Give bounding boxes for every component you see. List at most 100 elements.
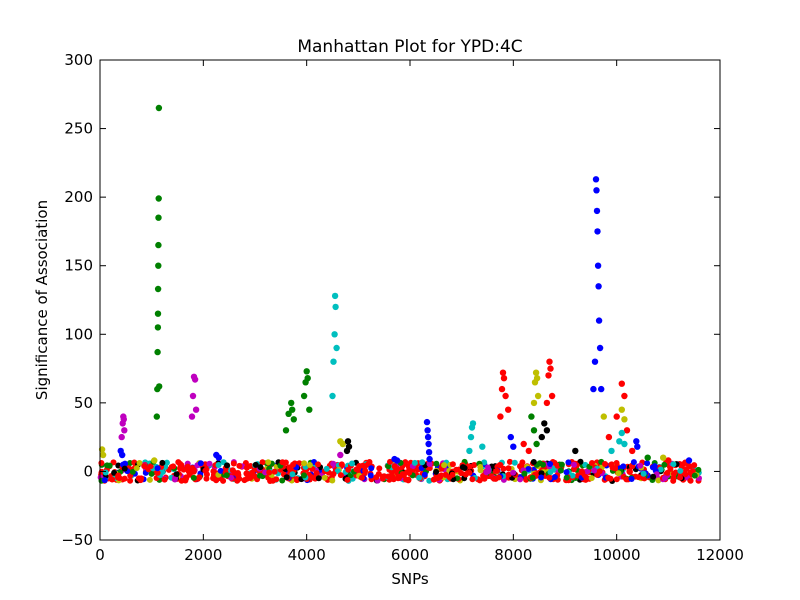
data-point — [572, 447, 579, 455]
y-tick-label: 200 — [64, 188, 93, 206]
data-point — [425, 449, 433, 456]
data-point — [530, 399, 538, 407]
noise-point — [395, 473, 402, 480]
data-point — [344, 438, 352, 445]
noise-point — [679, 461, 686, 468]
data-point — [337, 451, 344, 459]
data-point — [541, 420, 548, 427]
noise-point — [628, 476, 635, 482]
data-point — [618, 380, 625, 387]
noise-point — [338, 461, 345, 468]
data-point — [532, 369, 540, 376]
data-point — [331, 292, 339, 300]
noise-point — [362, 467, 369, 474]
noise-point — [510, 469, 517, 476]
noise-point — [491, 475, 497, 482]
noise-point — [196, 474, 203, 481]
noise-point — [613, 476, 620, 483]
noise-point — [481, 459, 488, 466]
noise-point — [626, 468, 633, 475]
data-point — [339, 440, 346, 448]
noise-point — [405, 476, 412, 483]
noise-point — [129, 468, 136, 475]
data-point — [621, 440, 628, 448]
noise-point — [623, 476, 630, 483]
noise-point — [667, 466, 674, 472]
noise-point — [190, 474, 197, 481]
noise-point — [602, 461, 608, 467]
noise-point — [257, 464, 264, 471]
data-point — [594, 228, 601, 235]
x-tick-label: 10000 — [593, 546, 641, 564]
noise-point — [161, 476, 168, 483]
noise-point — [171, 476, 178, 483]
data-point — [644, 454, 651, 461]
noise-point — [695, 466, 702, 473]
noise-point — [466, 463, 473, 470]
data-point — [618, 429, 625, 437]
noise-point — [170, 463, 177, 470]
noise-point — [173, 471, 180, 478]
noise-point — [223, 472, 230, 479]
noise-point — [252, 461, 259, 468]
data-point — [290, 416, 297, 423]
data-point — [426, 455, 433, 463]
data-point — [215, 454, 222, 461]
y-tick-label: −50 — [61, 531, 93, 549]
noise-point — [644, 460, 651, 467]
noise-point — [178, 477, 185, 484]
data-point — [331, 331, 338, 338]
noise-point — [583, 474, 590, 481]
noise-point — [301, 460, 308, 467]
noise-point — [230, 460, 237, 467]
noise-point — [521, 470, 528, 477]
data-point — [345, 443, 353, 450]
noise-point — [315, 475, 322, 482]
data-point — [685, 457, 693, 464]
data-point — [618, 406, 625, 413]
noise-point — [505, 465, 512, 472]
data-point — [192, 406, 200, 413]
noise-point — [353, 466, 360, 473]
noise-point — [121, 475, 128, 482]
data-point — [528, 413, 535, 420]
noise-point — [330, 471, 337, 477]
data-point — [547, 365, 554, 372]
noise-point — [224, 462, 230, 469]
noise-point — [471, 462, 478, 468]
series-4 — [118, 373, 344, 459]
data-point — [155, 104, 163, 112]
data-point — [596, 344, 604, 352]
noise-point — [687, 477, 694, 484]
noise-point — [313, 470, 320, 477]
noise-point — [411, 459, 418, 466]
noise-point — [691, 472, 698, 479]
noise-point — [345, 466, 352, 473]
noise-point — [137, 477, 144, 484]
noise-point — [154, 465, 161, 472]
data-point — [595, 317, 603, 324]
noise-point — [536, 460, 543, 467]
y-tick-label: 250 — [64, 120, 93, 138]
series-2 — [497, 358, 672, 464]
noise-point — [563, 469, 570, 476]
noise-point — [323, 465, 330, 472]
data-point — [621, 416, 628, 423]
noise-point — [511, 459, 518, 466]
data-point — [156, 383, 163, 390]
noise-point — [655, 477, 662, 484]
noise-point — [612, 465, 619, 472]
data-point — [155, 262, 162, 269]
noise-point — [373, 474, 380, 481]
noise-point — [202, 467, 209, 474]
x-axis-label: SNPs — [391, 570, 429, 588]
noise-point — [517, 476, 524, 483]
noise-point — [485, 468, 492, 475]
data-point — [525, 447, 532, 455]
noise-point — [159, 459, 166, 466]
noise-point — [217, 467, 224, 474]
noise-point — [175, 459, 182, 466]
data-point — [155, 241, 162, 249]
noise-point — [569, 472, 576, 479]
